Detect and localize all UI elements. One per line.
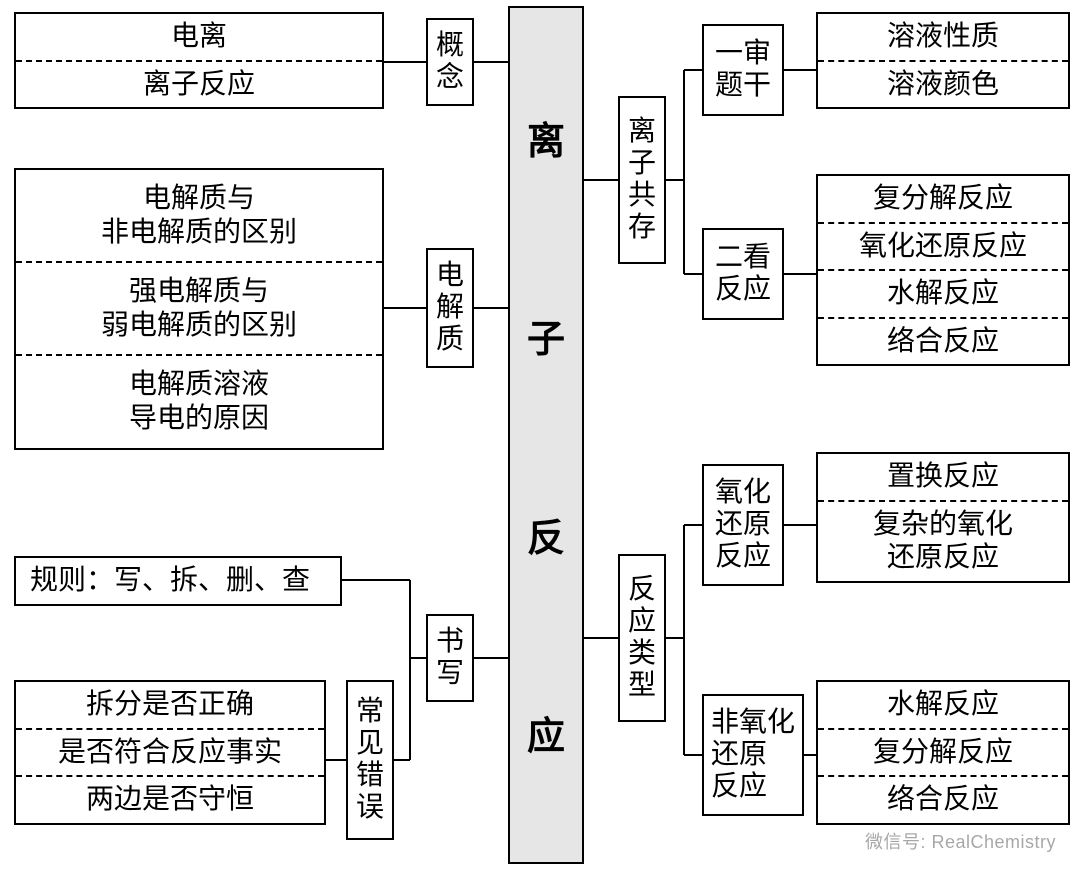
node-rxntype-sub1: 置换反应 复杂的氧化 还原反应 xyxy=(816,452,1070,583)
node-rule: 规则：写、拆、删、查 xyxy=(14,556,342,606)
node-concept: 电离 离子反应 xyxy=(14,12,384,109)
cell: 电离 xyxy=(16,14,382,60)
trunk-char: 应 xyxy=(527,705,565,760)
cell: 溶液颜色 xyxy=(818,60,1068,108)
cell: 复分解反应 xyxy=(818,728,1068,776)
cell: 氧化还原反应 xyxy=(818,222,1068,270)
label-rxntype: 反 应 类 型 xyxy=(618,554,666,722)
cell: 水解反应 xyxy=(818,682,1068,728)
watermark: 微信号: RealChemistry xyxy=(865,828,1056,854)
cell: 规则：写、拆、删、查 xyxy=(16,558,340,604)
label-writing: 书 写 xyxy=(426,614,474,702)
cell: 是否符合反应事实 xyxy=(16,728,324,776)
cell: 溶液性质 xyxy=(818,14,1068,60)
node-errors: 拆分是否正确 是否符合反应事实 两边是否守恒 xyxy=(14,680,326,825)
cell: 复杂的氧化 还原反应 xyxy=(818,500,1068,581)
cell: 络合反应 xyxy=(818,775,1068,823)
trunk-char: 子 xyxy=(527,308,565,363)
cell: 络合反应 xyxy=(818,317,1068,365)
label-coexist-sub1: 一审 题干 xyxy=(702,24,784,116)
node-coexist-sub1: 溶液性质 溶液颜色 xyxy=(816,12,1070,109)
node-coexist-sub2: 复分解反应 氧化还原反应 水解反应 络合反应 xyxy=(816,174,1070,366)
cell: 离子反应 xyxy=(16,60,382,108)
trunk-char: 离 xyxy=(527,110,565,165)
node-electrolyte: 电解质与 非电解质的区别 强电解质与 弱电解质的区别 电解质溶液 导电的原因 xyxy=(14,168,384,450)
cell: 拆分是否正确 xyxy=(16,682,324,728)
trunk-char: 反 xyxy=(527,507,565,562)
cell: 强电解质与 弱电解质的区别 xyxy=(16,261,382,354)
label-coexist-sub2: 二看 反应 xyxy=(702,228,784,320)
label-concept: 概 念 xyxy=(426,18,474,106)
label-rxntype-sub2: 非氧化 还原 反应 xyxy=(702,694,804,816)
cell: 电解质与 非电解质的区别 xyxy=(16,170,382,261)
cell: 水解反应 xyxy=(818,269,1068,317)
label-rxntype-sub1: 氧化 还原 反应 xyxy=(702,464,784,586)
node-rxntype-sub2: 水解反应 复分解反应 络合反应 xyxy=(816,680,1070,825)
label-coexist: 离 子 共 存 xyxy=(618,96,666,264)
cell: 电解质溶液 导电的原因 xyxy=(16,354,382,447)
label-common-errors: 常 见 错 误 xyxy=(346,680,394,840)
trunk: 离 子 反 应 xyxy=(508,6,584,864)
cell: 复分解反应 xyxy=(818,176,1068,222)
cell: 两边是否守恒 xyxy=(16,775,324,823)
cell: 置换反应 xyxy=(818,454,1068,500)
label-electrolyte: 电 解 质 xyxy=(426,248,474,368)
